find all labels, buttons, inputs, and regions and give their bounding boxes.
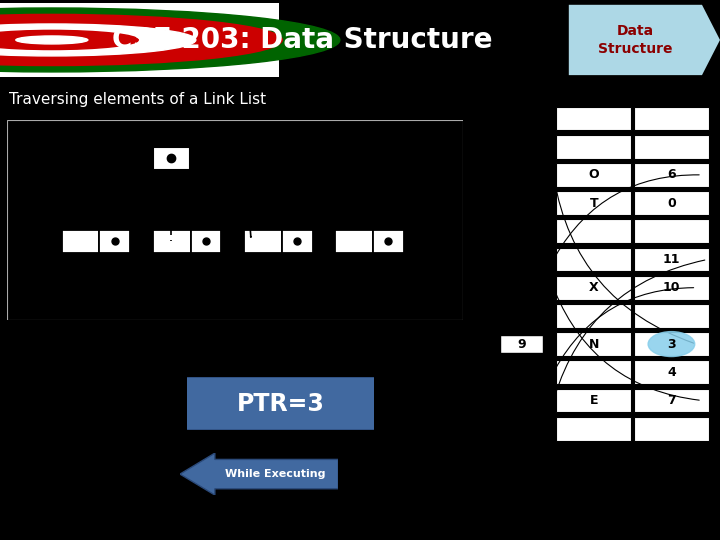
Circle shape [0,30,138,50]
Text: Apply PROCESS to INFO[PTR].: Apply PROCESS to INFO[PTR]. [87,386,273,399]
Text: PTR=3: PTR=3 [237,392,325,416]
Bar [557,106,631,130]
Text: 1.: 1. [30,330,43,343]
Bar [557,163,631,187]
FancyArrowPatch shape [555,288,693,369]
Bar [634,332,709,356]
Text: 6: 6 [667,168,676,181]
Text: Data
Structure: Data Structure [598,24,672,56]
Text: 5.: 5. [30,465,43,478]
Bar [99,230,130,253]
Bar [153,146,189,170]
Bar [634,304,709,328]
Text: 6: 6 [544,254,551,265]
FancyArrowPatch shape [192,159,251,237]
Text: 3: 3 [544,170,551,180]
Bar [634,360,709,384]
Text: PTR: PTR [159,129,184,141]
Circle shape [0,15,282,65]
Text: 8: 8 [544,311,551,321]
Text: E: E [590,394,598,407]
Text: Set PTR := LINK[PTR].                                    ts to the next node.]: Set PTR := LINK[PTR]. ts to the next nod… [87,414,497,427]
Bar [557,248,631,272]
Bar [634,248,709,272]
Text: 5: 5 [544,226,551,237]
Bar [634,417,709,441]
Text: While Executing: While Executing [225,469,325,479]
Text: O: O [588,168,599,181]
Circle shape [16,36,88,44]
Bar [557,332,631,356]
Text: 4.: 4. [62,414,76,427]
FancyArrowPatch shape [554,291,699,400]
Bar [557,360,631,384]
Bar [153,230,191,253]
Text: 3: 3 [667,338,676,350]
Text: 0: 0 [667,197,676,210]
FancyArrowPatch shape [555,175,699,256]
Bar [0,3,279,77]
Circle shape [648,332,695,356]
FancyArrowPatch shape [554,179,694,343]
Text: 11: 11 [662,253,680,266]
FancyBboxPatch shape [500,335,544,353]
Text: 10: 10 [662,281,680,294]
Text: 4: 4 [544,198,551,208]
Bar [373,230,404,253]
Text: 1: 1 [544,113,551,124]
Text: Exit.: Exit. [55,465,83,478]
FancyArrowPatch shape [554,260,705,397]
Text: CSE 203: Data Structure: CSE 203: Data Structure [112,26,492,54]
Text: START: START [470,339,500,349]
Text: Traversing elements of a Link List: Traversing elements of a Link List [9,92,266,107]
Text: 3.: 3. [62,386,76,399]
Text: [End of Step 2 loop.]: [End of Step 2 loop.] [55,440,184,453]
Polygon shape [180,453,338,495]
Bar [336,230,373,253]
Bar [634,389,709,413]
Text: 7: 7 [544,282,551,293]
Bar [634,276,709,300]
Text: 7: 7 [667,394,676,407]
Bar [634,106,709,130]
Bar [557,304,631,328]
Circle shape [0,24,196,56]
Text: N: N [588,338,599,350]
Bar [557,135,631,159]
Text: 9: 9 [544,339,551,349]
Text: 10: 10 [536,367,551,377]
Bar [557,276,631,300]
Bar [557,389,631,413]
Text: X: X [589,281,598,294]
Text: 4: 4 [667,366,676,379]
Text: 12: 12 [536,424,551,434]
Bar [634,191,709,215]
Bar [557,191,631,215]
Circle shape [0,8,340,72]
Text: Fig. 5.8    PTR := LINK[PTR]: Fig. 5.8 PTR := LINK[PTR] [86,296,247,309]
Bar [557,219,631,243]
Text: INFO: INFO [584,85,612,98]
Bar [634,163,709,187]
Bar [634,135,709,159]
Text: Repeat Steps 3 and 4 while PTR ≠ NULL.: Repeat Steps 3 and 4 while PTR ≠ NULL. [55,358,310,371]
Text: 9: 9 [518,338,526,350]
Text: LINK: LINK [662,85,689,98]
Bar [62,230,99,253]
Bar [244,230,282,253]
Bar [634,219,709,243]
Bar [557,417,631,441]
Text: 2: 2 [544,141,551,152]
Text: T: T [590,197,598,210]
Bar [282,230,312,253]
Text: Set PTR := START.  [Initializes pointer PTR.]: Set PTR := START. [Initializes pointer P… [55,330,325,343]
Polygon shape [569,5,720,75]
Text: 2.: 2. [30,358,43,371]
Text: 11: 11 [536,395,551,406]
FancyBboxPatch shape [180,376,382,431]
Bar [191,230,222,253]
